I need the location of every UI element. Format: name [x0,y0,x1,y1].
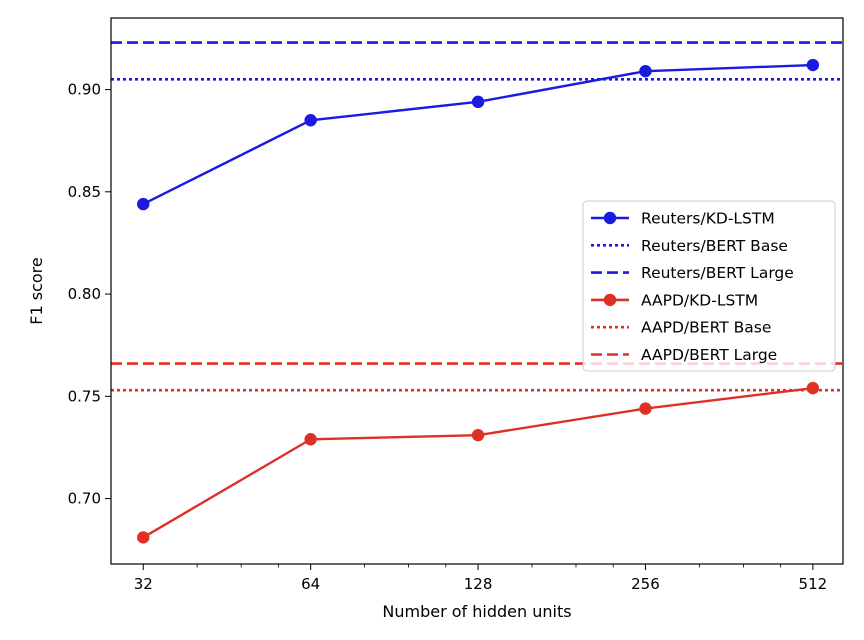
y-tick-label-3: 0.85 [68,183,101,201]
data-point-3-2 [471,428,485,442]
x-tick-label-4: 512 [799,575,828,593]
data-point-0-2 [471,95,485,109]
legend-box [582,200,836,372]
legend-label-3: AAPD/KD-LSTM [641,291,758,309]
legend-marker-3 [603,293,617,307]
legend: Reuters/KD-LSTM Reuters/BERT Base Reuters/… [582,200,836,372]
data-point-3-0 [137,531,150,544]
y-axis: 0.70 0.75 0.80 0.85 0.90 [68,81,111,508]
x-axis-label: Number of hidden units [382,602,571,621]
y-tick-label-0: 0.70 [68,490,101,508]
data-point-0-4 [806,58,820,72]
legend-label-1: Reuters/BERT Base [641,237,788,255]
y-tick-label-2: 0.80 [68,285,101,303]
legend-marker-0 [603,211,617,225]
series-line-3 [142,386,814,539]
legend-label-5: AAPD/BERT Large [641,346,777,364]
legend-label-4: AAPD/BERT Base [641,319,771,337]
x-tick-label-1: 64 [301,575,320,593]
x-tick-label-0: 32 [134,575,153,593]
data-point-0-3 [639,64,652,78]
y-axis-label: F1 score [27,257,46,324]
data-point-3-1 [304,433,317,446]
data-point-3-3 [639,402,652,415]
legend-label-0: Reuters/KD-LSTM [641,210,775,228]
x-tick-label-3: 256 [631,575,660,593]
plot-area-frame [110,17,844,565]
data-point-0-0 [137,197,150,211]
x-tick-label-2: 128 [464,575,493,593]
series-line-0 [142,63,813,206]
y-tick-label-4: 0.90 [68,81,101,99]
y-tick-label-1: 0.75 [68,387,101,405]
data-point-3-4 [806,381,820,395]
data-point-0-1 [304,114,317,127]
legend-label-2: Reuters/BERT Large [641,264,794,282]
x-axis: 32 64 128 256 512 [134,564,827,593]
